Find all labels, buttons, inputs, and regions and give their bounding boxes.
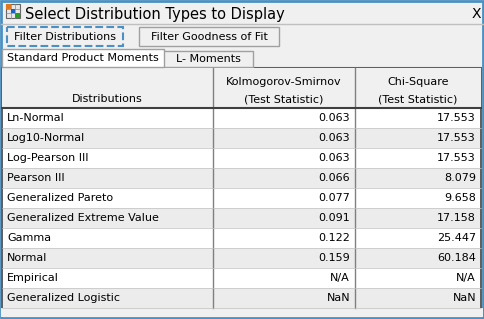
Text: Chi-Square: Chi-Square: [387, 77, 449, 87]
Text: 8.079: 8.079: [444, 173, 476, 183]
Text: 0.063: 0.063: [318, 113, 350, 123]
Bar: [3, 108, 480, 128]
Text: Distributions: Distributions: [72, 94, 143, 104]
Bar: [11, 9, 15, 13]
Bar: [15, 13, 20, 18]
Text: N/A: N/A: [330, 273, 350, 283]
Bar: [2, 49, 164, 67]
Text: Log-Pearson III: Log-Pearson III: [7, 153, 89, 163]
Bar: [3, 248, 480, 268]
Text: (Test Statistic): (Test Statistic): [244, 94, 324, 104]
Bar: [139, 27, 279, 46]
Text: NaN: NaN: [326, 293, 350, 303]
Text: Pearson III: Pearson III: [7, 173, 65, 183]
Text: Kolmogorov-Smirnov: Kolmogorov-Smirnov: [226, 77, 342, 87]
Text: Filter Distributions: Filter Distributions: [14, 32, 116, 41]
Text: 17.553: 17.553: [437, 133, 476, 143]
Text: 0.091: 0.091: [318, 213, 350, 223]
Bar: [6, 4, 11, 9]
Text: Generalized Extreme Value: Generalized Extreme Value: [7, 213, 159, 223]
Text: Normal: Normal: [7, 253, 47, 263]
Text: Generalized Pareto: Generalized Pareto: [7, 193, 113, 203]
Text: 60.184: 60.184: [437, 253, 476, 263]
Bar: [3, 148, 480, 168]
Text: Ln-Normal: Ln-Normal: [7, 113, 65, 123]
Text: 17.158: 17.158: [437, 213, 476, 223]
Text: 17.553: 17.553: [437, 113, 476, 123]
Text: L- Moments: L- Moments: [176, 54, 241, 64]
Text: X: X: [471, 7, 481, 21]
Text: 0.063: 0.063: [318, 153, 350, 163]
Text: 0.122: 0.122: [318, 233, 350, 243]
Text: 0.159: 0.159: [318, 253, 350, 263]
Bar: [1, 308, 483, 317]
Text: Select Distribution Types to Display: Select Distribution Types to Display: [25, 6, 285, 21]
Text: Standard Product Moments: Standard Product Moments: [7, 53, 159, 63]
Text: 0.066: 0.066: [318, 173, 350, 183]
Text: 25.447: 25.447: [437, 233, 476, 243]
Bar: [3, 188, 480, 208]
Text: 17.553: 17.553: [437, 153, 476, 163]
Text: Log10-Normal: Log10-Normal: [7, 133, 85, 143]
Bar: [3, 128, 480, 148]
Text: Generalized Logistic: Generalized Logistic: [7, 293, 120, 303]
Bar: [6, 4, 20, 18]
Text: 9.658: 9.658: [444, 193, 476, 203]
Bar: [2, 68, 481, 308]
Bar: [163, 51, 253, 67]
Text: Gamma: Gamma: [7, 233, 51, 243]
Bar: [3, 208, 480, 228]
Text: Filter Goodness of Fit: Filter Goodness of Fit: [151, 32, 268, 41]
Bar: [3, 228, 480, 248]
Bar: [3, 168, 480, 188]
Text: 0.063: 0.063: [318, 133, 350, 143]
Text: Empirical: Empirical: [7, 273, 59, 283]
Text: (Test Statistic): (Test Statistic): [378, 94, 458, 104]
Text: NaN: NaN: [453, 293, 476, 303]
Bar: [2, 68, 481, 108]
Text: N/A: N/A: [456, 273, 476, 283]
Bar: [3, 268, 480, 288]
Bar: [3, 288, 480, 308]
Bar: [7, 27, 123, 46]
Text: 0.077: 0.077: [318, 193, 350, 203]
